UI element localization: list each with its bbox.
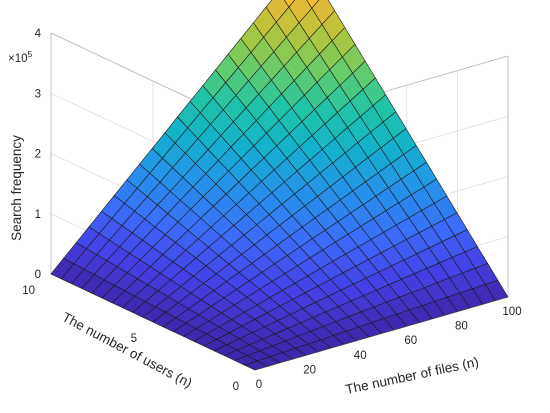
x-axis-line (254, 296, 509, 371)
z-tick-label: 4 (35, 28, 42, 40)
z-exponent-power: 5 (28, 49, 33, 59)
x-tick-label: 60 (404, 335, 417, 347)
y-tick-label: 5 (131, 333, 137, 345)
x-tick-label: 100 (502, 306, 521, 318)
surface-patch (283, 0, 296, 8)
x-tick-label: 80 (455, 321, 468, 333)
surface-patch (265, 0, 290, 23)
surface-patch (288, 0, 313, 24)
surface-patch (311, 0, 335, 25)
axes-box (254, 296, 509, 371)
z-axis-label: Search frequency (9, 135, 24, 241)
z-tick-label: 0 (35, 269, 41, 281)
z-tick-label: 1 (35, 209, 41, 221)
y-tick-label: 0 (233, 381, 239, 393)
z-exponent-label: ×105 (8, 49, 33, 65)
x-tick-label: 0 (256, 379, 262, 391)
surface-patch (306, 0, 320, 9)
x-tick-label: 40 (354, 350, 367, 362)
z-tick-label: 3 (35, 88, 41, 100)
z-tick-label: 2 (35, 149, 41, 161)
y-tick-label: 10 (22, 285, 35, 297)
x-tick-label: 20 (303, 364, 316, 376)
surface-plot (50, 0, 509, 371)
